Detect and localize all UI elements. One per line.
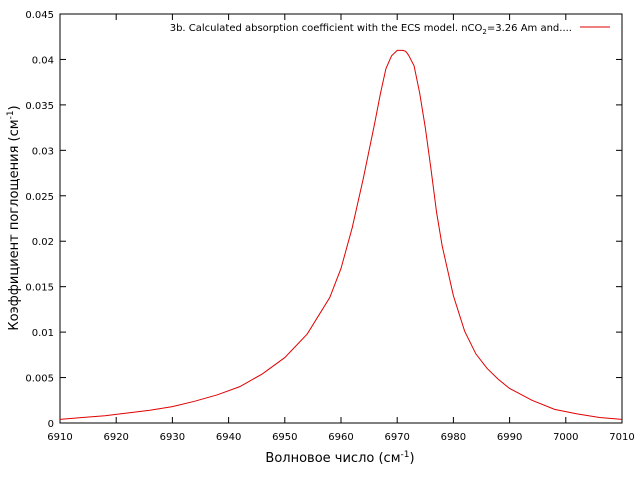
legend-entry-label: 3b. Calculated absorption coefficient wi… xyxy=(170,23,572,36)
x-tick-label: 6990 xyxy=(497,432,522,443)
x-axis-label-text: Волновое число (см xyxy=(265,451,400,466)
x-axis-ticks: 6910 6920 6930 6940 6950 6960 6970 6980 6990 7000… xyxy=(47,14,635,443)
plot-frame xyxy=(59,13,623,424)
x-tick-label: 6910 xyxy=(47,432,72,443)
y-axis-ticks: 0 0.005 0.01 0.015 0.02 0.025 0.03 0.035 0.04 0.0… xyxy=(25,10,622,430)
x-tick-label: 6930 xyxy=(160,432,185,443)
y-tick-label: 0 xyxy=(48,419,54,430)
x-tick-label: 6970 xyxy=(384,432,409,443)
x-tick-label: 7010 xyxy=(609,432,634,443)
x-tick-label: 6940 xyxy=(216,432,241,443)
y-axis-label-superscript: -1 xyxy=(6,110,16,119)
y-tick-label: 0.025 xyxy=(25,192,54,203)
y-tick-label: 0.015 xyxy=(25,283,54,294)
y-tick-label: 0.035 xyxy=(25,101,54,112)
x-tick-label: 7000 xyxy=(553,432,578,443)
y-axis-label-tail: ) xyxy=(7,105,22,110)
y-tick-label: 0.02 xyxy=(32,237,54,248)
y-axis-label: Коэффициент поглощения (см-1) xyxy=(6,105,22,330)
x-axis-label-superscript: -1 xyxy=(401,450,410,460)
x-axis-label: Волновое число (см-1) xyxy=(265,450,414,466)
x-tick-label: 6950 xyxy=(272,432,297,443)
legend-label-subscript: 2 xyxy=(482,28,486,36)
y-tick-label: 0.04 xyxy=(32,55,54,66)
legend-label-main: 3b. Calculated absorption coefficient wi… xyxy=(170,23,483,34)
y-axis-label-text: Коэффициент поглощения (см xyxy=(7,119,22,330)
legend-label-tail: =3.26 Am and.... xyxy=(487,23,572,34)
x-axis-label-tail: ) xyxy=(409,451,414,466)
legend: 3b. Calculated absorption coefficient wi… xyxy=(170,23,610,36)
y-tick-label: 0.01 xyxy=(32,328,54,339)
y-tick-label: 0.005 xyxy=(25,374,54,385)
series-line xyxy=(59,49,623,420)
x-tick-label: 6980 xyxy=(441,432,466,443)
y-tick-label: 0.045 xyxy=(25,10,54,21)
y-tick-label: 0.03 xyxy=(32,146,54,157)
series-group xyxy=(59,49,623,420)
x-tick-label: 6960 xyxy=(328,432,353,443)
x-tick-label: 6920 xyxy=(103,432,128,443)
